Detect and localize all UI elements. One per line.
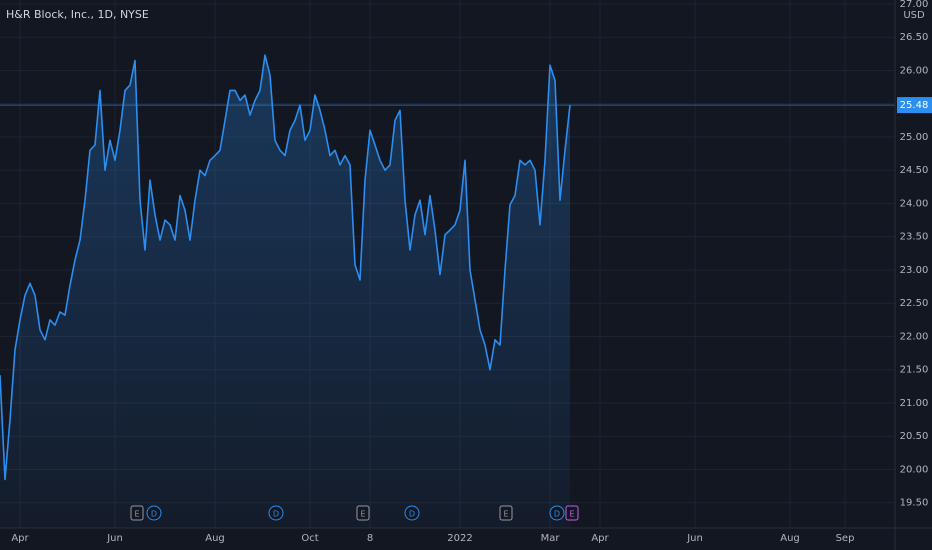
y-tick-label: 19.50 [900, 498, 929, 509]
event-marker [549, 505, 565, 521]
y-tick-label: 26.00 [900, 65, 929, 76]
x-tick-label: Apr [591, 533, 609, 544]
x-tick-label: Sep [836, 533, 855, 544]
y-tick-label: 26.50 [900, 32, 929, 43]
event-label: E [503, 510, 508, 519]
event-marker [499, 505, 513, 521]
chart-title: H&R Block, Inc., 1D, NYSE [6, 8, 149, 21]
x-tick-label: 8 [367, 533, 373, 544]
x-tick-label: Jun [106, 533, 123, 544]
event-marker [268, 505, 284, 521]
event-marker [404, 505, 420, 521]
y-tick-label: 21.50 [900, 365, 929, 376]
plot [0, 54, 895, 528]
y-tick-label: 20.00 [900, 464, 929, 475]
area-fill [0, 55, 570, 528]
event-label: D [554, 510, 560, 519]
event-label: D [409, 510, 415, 519]
y-tick-label: 25.00 [900, 132, 929, 143]
y-tick-label: 20.50 [900, 431, 929, 442]
x-tick-label: Oct [301, 533, 318, 544]
y-tick-label: 27.00 [900, 0, 929, 10]
x-tick-label: Apr [11, 533, 29, 544]
event-marker [356, 505, 370, 521]
event-label: E [360, 510, 365, 519]
last-price-badge [897, 97, 932, 114]
x-tick-label: Mar [541, 533, 561, 544]
event-label: E [134, 510, 139, 519]
y-tick-label: 22.50 [900, 298, 929, 309]
y-tick-label: 22.00 [900, 331, 929, 342]
event-label: D [273, 510, 279, 519]
event-label: D [151, 510, 157, 519]
y-tick-label: 24.00 [900, 198, 929, 209]
event-marker [130, 505, 144, 521]
y-tick-label: 23.50 [900, 232, 929, 243]
event-marker [565, 505, 579, 521]
y-tick-label: 21.00 [900, 398, 929, 409]
x-tick-label: Aug [780, 533, 800, 544]
event-label: E [569, 510, 574, 519]
x-tick-label: Jun [686, 533, 703, 544]
x-tick-label: Aug [205, 533, 225, 544]
y-tick-label: 23.00 [900, 265, 929, 276]
price-line [0, 54, 571, 481]
axes: 19.50 20.00 20.50 21.00 21.50 22.00 22.50 23.00… [11, 0, 932, 544]
x-tick-label: 2022 [447, 533, 472, 544]
event-marker [146, 505, 162, 521]
last-price-label: 25.48 [900, 100, 929, 111]
y-tick-label: 24.50 [900, 165, 929, 176]
currency-label: USD [903, 10, 925, 21]
